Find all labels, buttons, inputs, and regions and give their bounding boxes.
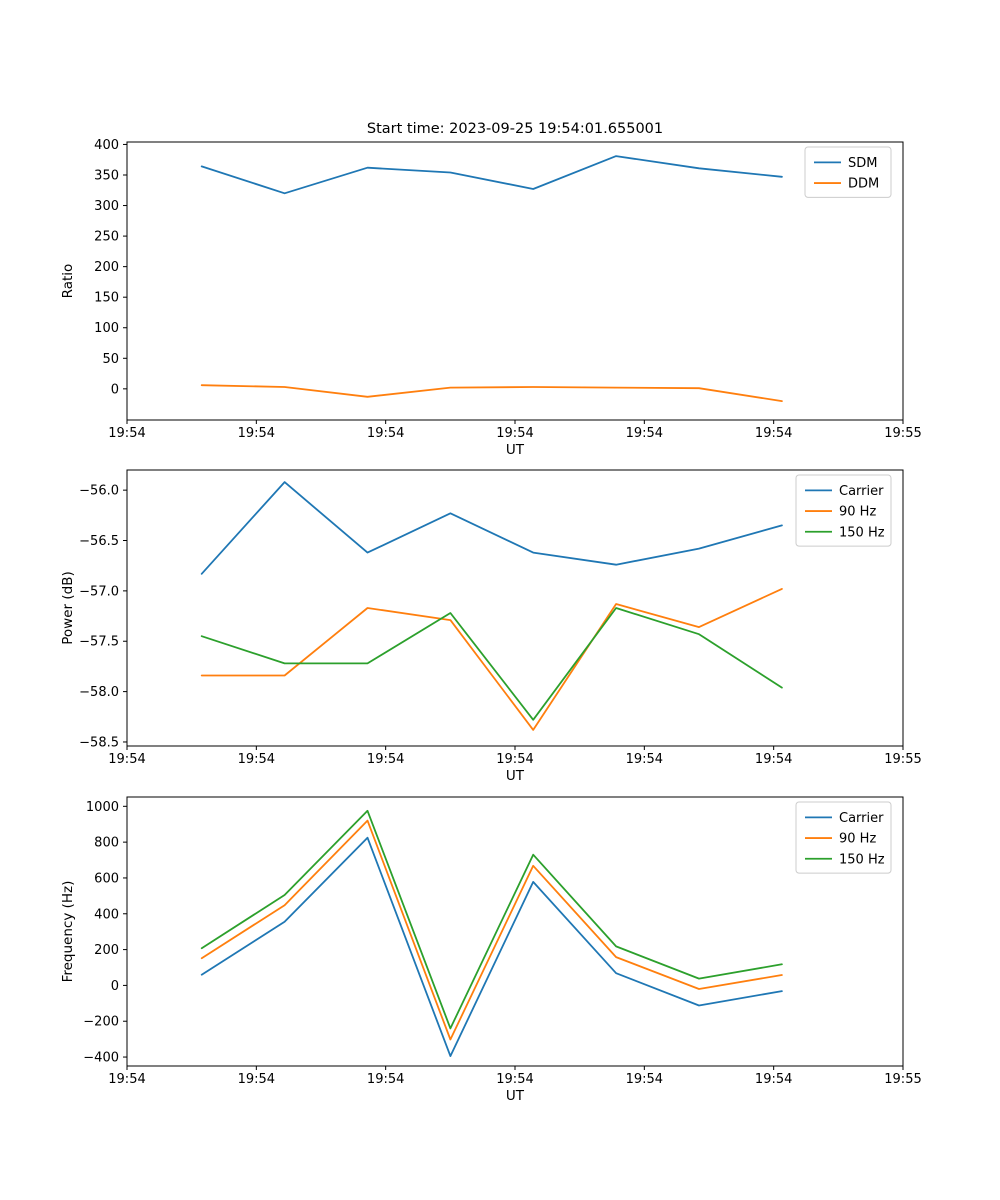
legend-box [804, 146, 892, 198]
series-line-150-hz [200, 607, 783, 721]
legend-label: 90 Hz [839, 832, 876, 847]
x-tick-label: 19:55 [884, 752, 921, 767]
x-tick-label: 19:54 [496, 1072, 533, 1087]
y-tick-label: 1000 [86, 800, 119, 815]
x-tick-label: 19:54 [626, 426, 663, 441]
y-tick-label: 400 [94, 907, 119, 922]
chart-3: 1000 800 600 400 200 0 −200 −400 19:54 19:54 19:54… [60, 796, 922, 1104]
chart-2: −56.0 −56.5 −57.0 −57.5 −58.0 −58.5 19:54 19:54… [60, 469, 922, 784]
y-tick-label: −58.5 [79, 735, 119, 750]
y-tick-label: 250 [94, 230, 119, 245]
x-tick-label: 19:55 [884, 426, 921, 441]
x-tick-label: 19:54 [626, 1072, 663, 1087]
y-tick-label: −56.5 [79, 534, 119, 549]
figure-title: Start time: 2023-09-25 19:54:01.655001 [366, 121, 664, 137]
y-tick-label: −57.0 [79, 584, 119, 599]
plot-border [126, 469, 904, 747]
x-tick-label: 19:54 [238, 426, 275, 441]
x-tick-label: 19:54 [238, 752, 275, 767]
plot-border [126, 796, 904, 1067]
x-tick-label: 19:54 [108, 1072, 145, 1087]
x-tick-label: 19:54 [108, 426, 145, 441]
y-tick-label: 200 [94, 260, 119, 275]
y-tick-label: −58.0 [79, 685, 119, 700]
legend-label: DDM [848, 177, 879, 192]
x-tick-label: 19:54 [755, 426, 792, 441]
legend: Carrier 90 Hz 150 Hz [795, 474, 892, 547]
x-tick-label: 19:54 [367, 752, 404, 767]
y-tick-label: 200 [94, 943, 119, 958]
x-tick-label: 19:54 [496, 426, 533, 441]
y-tick-label: 600 [94, 871, 119, 886]
y-tick-label: 150 [94, 291, 119, 306]
legend-label: Carrier [839, 811, 884, 826]
y-axis-label: Power (dB) [60, 571, 76, 644]
chart-1: 400 350 300 250 200 150 100 50 0 19:54 19:54 19:54 1… [60, 138, 922, 458]
x-tick-label: 19:55 [884, 1072, 921, 1087]
x-tick-label: 19:54 [238, 1072, 275, 1087]
y-tick-label: 0 [111, 979, 119, 994]
y-axis-label: Ratio [60, 264, 76, 299]
legend-label: 150 Hz [839, 525, 885, 540]
series-line-carrier [200, 836, 783, 1057]
y-tick-label: −57.5 [79, 635, 119, 650]
x-tick-label: 19:54 [496, 752, 533, 767]
y-tick-label: 350 [94, 168, 119, 183]
y-axis-label: Frequency (Hz) [60, 881, 76, 983]
y-tick-label: 300 [94, 199, 119, 214]
legend-label: SDM [848, 156, 877, 171]
x-axis-label: UT [506, 1088, 525, 1104]
x-tick-label: 19:54 [755, 752, 792, 767]
legend: Carrier 90 Hz 150 Hz [795, 801, 892, 874]
x-axis-label: UT [506, 768, 525, 784]
series-line-90-hz [200, 819, 783, 1041]
x-axis-label: UT [506, 442, 525, 458]
x-tick-label: 19:54 [626, 752, 663, 767]
legend-label: 90 Hz [839, 505, 876, 520]
y-tick-label: −56.0 [79, 484, 119, 499]
y-tick-label: 0 [111, 382, 119, 397]
series-line-150-hz [200, 809, 783, 1030]
x-tick-label: 19:54 [755, 1072, 792, 1087]
y-tick-label: 800 [94, 836, 119, 851]
legend: SDM DDM [804, 146, 892, 198]
series-line-90-hz [200, 588, 783, 731]
y-tick-label: −200 [83, 1015, 119, 1030]
series-line-sdm [200, 155, 783, 195]
y-tick-label: 50 [102, 352, 119, 367]
x-tick-label: 19:54 [367, 1072, 404, 1087]
y-tick-label: −400 [83, 1051, 119, 1066]
series-line-carrier [200, 481, 783, 575]
plot-border [126, 141, 904, 421]
y-tick-label: 400 [94, 138, 119, 153]
series-line-ddm [200, 384, 783, 403]
legend-box [795, 474, 892, 547]
legend-box [795, 801, 892, 874]
legend-label: Carrier [839, 484, 884, 499]
x-tick-label: 19:54 [108, 752, 145, 767]
y-tick-label: 100 [94, 321, 119, 336]
x-tick-label: 19:54 [367, 426, 404, 441]
legend-label: 150 Hz [839, 852, 885, 867]
